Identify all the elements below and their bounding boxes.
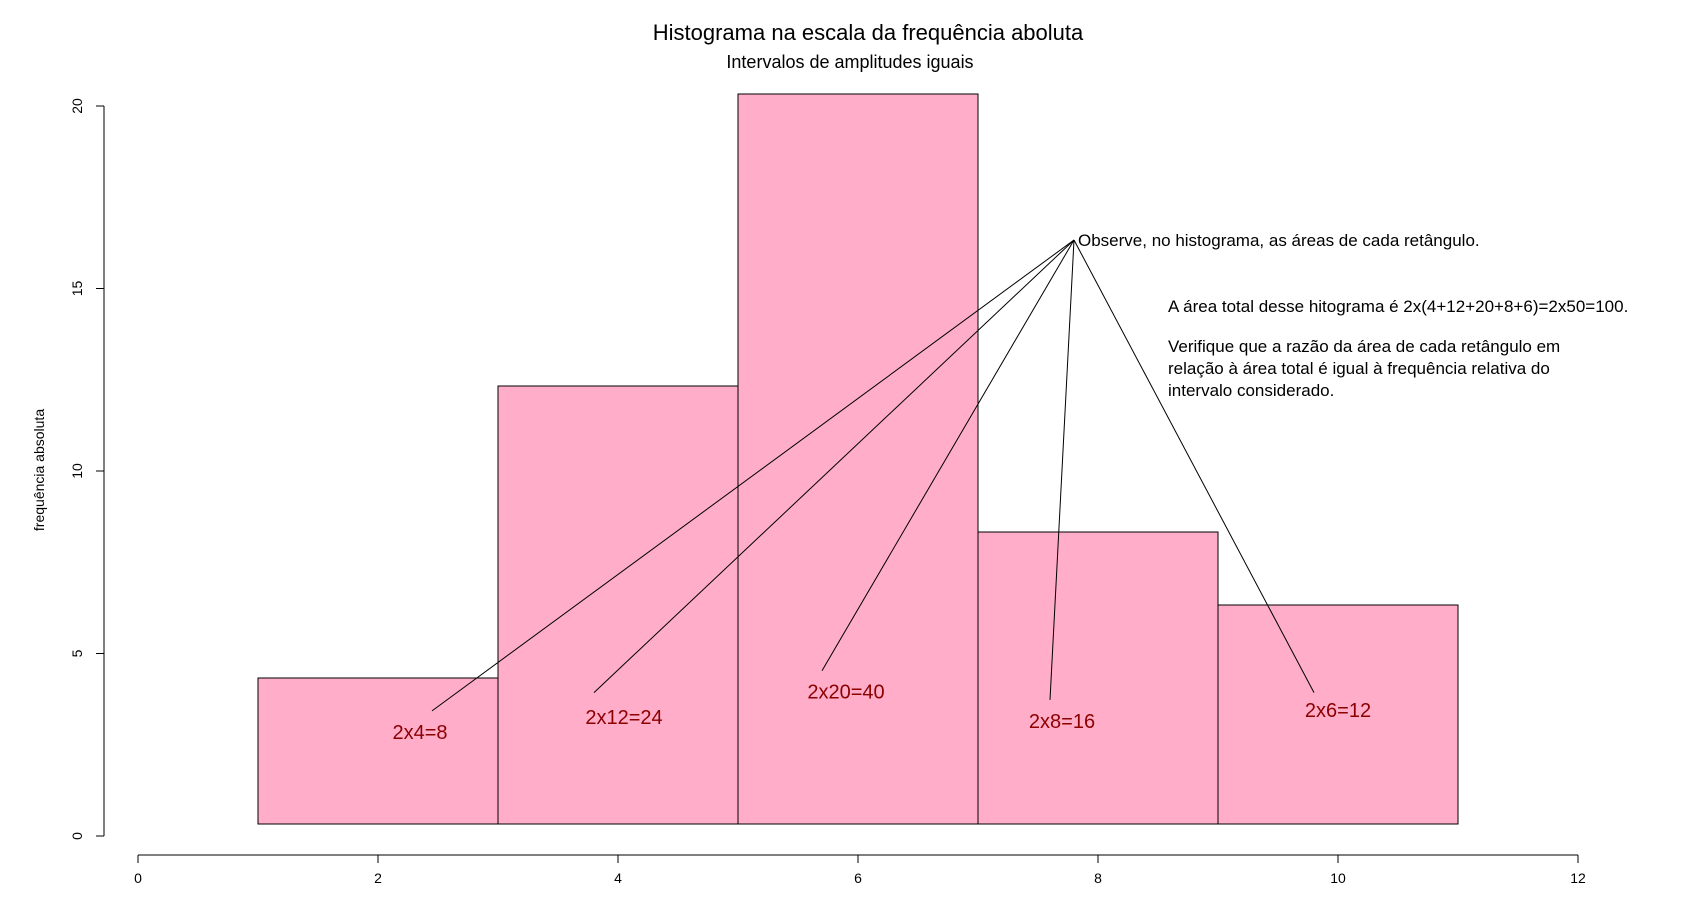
x-axis: 0 2 4 6 8 10 12 [134,854,1586,886]
area-labels: 2x4=8 2x12=24 2x20=40 2x8=16 2x6=12 [392,682,1371,744]
y-tick-label-10: 10 [69,463,85,479]
histogram-bars [257,93,1459,825]
chart-title: Histograma na escala da frequência abolu… [653,20,1084,45]
histogram-bar-3 [737,93,979,825]
annotation-verify-line-3: intervalo considerado. [1168,381,1334,400]
y-tick-label-0: 0 [69,832,85,840]
pointer-line-5 [1073,239,1315,693]
annotation-verify-line-2: relação à área total é igual à frequênci… [1168,359,1550,378]
histogram-bar-1 [257,677,499,825]
histogram-bar-2 [497,385,739,825]
area-label-2: 2x12=24 [585,707,662,729]
annotation-total-area: A área total desse hitograma é 2x(4+12+2… [1168,297,1628,316]
y-tick-label-15: 15 [69,281,85,297]
pointer-line-4 [1049,239,1075,700]
area-label-1: 2x4=8 [392,722,447,744]
x-tick-label-2: 2 [374,870,382,886]
y-axis-label: frequência absoluta [31,409,47,531]
y-axis: 0 5 10 15 20 [69,98,105,840]
area-label-5: 2x6=12 [1305,700,1371,722]
area-label-4: 2x8=16 [1029,711,1095,733]
x-tick-label-6: 6 [854,870,862,886]
chart-subtitle: Intervalos de amplitudes iguais [726,52,973,72]
annotation-observe: Observe, no histograma, as áreas de cada… [1078,231,1480,250]
annotation-pointer-lines [431,239,1315,712]
histogram-bar-4 [977,531,1219,825]
x-tick-label-4: 4 [614,870,622,886]
histogram-bar-5 [1217,604,1459,825]
pointer-line-1 [431,239,1075,712]
x-tick-label-0: 0 [134,870,142,886]
x-tick-label-12: 12 [1570,870,1586,886]
pointer-line-2 [593,239,1075,693]
x-tick-label-10: 10 [1330,870,1346,886]
annotation-verify-line-1: Verifique que a razão da área de cada re… [1168,337,1560,356]
x-tick-label-8: 8 [1094,870,1102,886]
pointer-line-3 [821,239,1075,671]
y-tick-label-20: 20 [69,98,85,114]
y-tick-label-5: 5 [69,649,85,657]
area-label-3: 2x20=40 [807,682,884,704]
